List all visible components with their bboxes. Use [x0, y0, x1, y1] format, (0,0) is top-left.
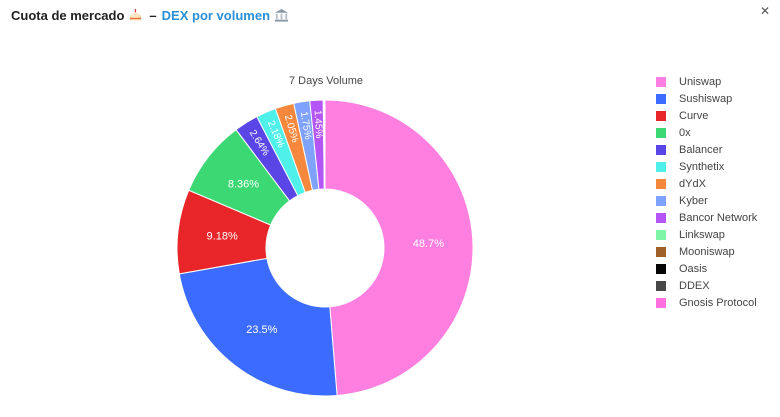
legend-swatch [656, 76, 666, 87]
slice-uniswap[interactable] [324, 99, 474, 397]
cake-icon [130, 8, 142, 20]
legend-swatch [656, 263, 666, 274]
legend-item-kyber[interactable]: Kyber [656, 192, 757, 209]
legend-swatch [656, 229, 666, 240]
chart-title: 7 Days Volume [289, 75, 363, 87]
legend-item-linkswap[interactable]: Linkswap [656, 226, 757, 243]
legend-label: Kyber [679, 194, 708, 207]
slice-label-uniswap: 48.7% [413, 238, 444, 250]
legend-label: Gnosis Protocol [679, 296, 757, 309]
legend-item-ddex[interactable]: DDEX [656, 277, 757, 294]
slice-label-0x: 8.36% [228, 178, 259, 190]
legend-swatch [656, 161, 666, 172]
dex-volume-link[interactable]: DEX por volumen [161, 7, 271, 23]
legend-item-sushiswap[interactable]: Sushiswap [656, 90, 757, 107]
legend-label: Curve [679, 109, 709, 122]
legend-swatch [656, 212, 666, 223]
legend-item-synthetix[interactable]: Synthetix [656, 158, 757, 175]
legend-label: 0x [679, 126, 691, 139]
legend-item-curve[interactable]: Curve [656, 107, 757, 124]
panel-header: Cuota de mercado – DEX por volumen [11, 6, 289, 24]
legend-label: Synthetix [679, 160, 725, 173]
legend-label: Oasis [679, 262, 708, 275]
legend-swatch [656, 127, 666, 138]
chart-legend: Uniswap Sushiswap Curve 0x Balancer Synthetix… [656, 73, 757, 311]
legend-swatch [656, 246, 666, 257]
title-separator: – [149, 7, 157, 23]
legend-label: Sushiswap [679, 92, 733, 105]
legend-swatch [656, 297, 666, 308]
legend-label: Balancer [679, 143, 723, 156]
legend-item-bancor-network[interactable]: Bancor Network [656, 209, 757, 226]
legend-swatch [656, 280, 666, 291]
legend-label: DDEX [679, 279, 710, 292]
legend-label: Bancor Network [679, 211, 758, 224]
legend-item-mooniswap[interactable]: Mooniswap [656, 243, 757, 260]
panel-title: Cuota de mercado [11, 7, 125, 23]
legend-item-dydx[interactable]: dYdX [656, 175, 757, 192]
slice-label-curve: 9.18% [207, 230, 238, 242]
close-icon[interactable]: ✕ [759, 4, 770, 18]
legend-item-oasis[interactable]: Oasis [656, 260, 757, 277]
bank-icon [274, 8, 289, 22]
legend-label: dYdX [679, 177, 706, 190]
legend-swatch [656, 93, 666, 104]
legend-swatch [656, 144, 666, 155]
legend-item-uniswap[interactable]: Uniswap [656, 73, 757, 90]
legend-swatch [656, 178, 666, 189]
legend-item-0x[interactable]: 0x [656, 124, 757, 141]
legend-item-balancer[interactable]: Balancer [656, 141, 757, 158]
legend-label: Mooniswap [679, 245, 735, 258]
legend-swatch [656, 110, 666, 121]
slice-label-kyber: 1.75% [298, 111, 313, 141]
slice-label-bancor-network: 1.45% [312, 110, 325, 139]
slice-sushiswap[interactable] [178, 257, 338, 397]
legend-item-gnosis-protocol[interactable]: Gnosis Protocol [656, 294, 757, 311]
slice-label-sushiswap: 23.5% [246, 324, 277, 336]
legend-label: Linkswap [679, 228, 725, 241]
legend-label: Uniswap [679, 75, 722, 88]
legend-swatch [656, 195, 666, 206]
